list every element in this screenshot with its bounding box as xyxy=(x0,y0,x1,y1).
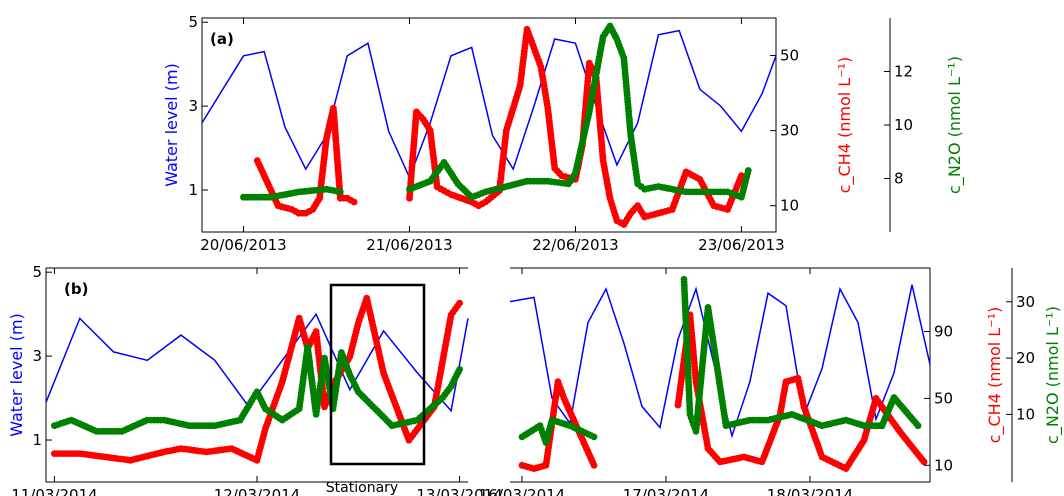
n2o-point xyxy=(456,366,463,373)
panel-b-series xyxy=(45,275,931,472)
x-tick-label: 17/03/2014 xyxy=(623,486,709,496)
y-tick-label: 10 xyxy=(780,197,799,215)
n2o-point xyxy=(914,422,922,430)
x-tick-label: 22/06/2013 xyxy=(532,236,618,254)
ch4-point xyxy=(350,198,358,206)
x-tick-label: 20/06/2013 xyxy=(200,236,286,254)
n2o-point xyxy=(744,167,752,174)
y-tick-label: 3 xyxy=(188,97,198,115)
panel-a-ylabel-n2o: c_N2O (nmol L⁻¹) xyxy=(945,56,965,194)
y-tick-label: 5 xyxy=(32,263,42,281)
y-tick-label: 50 xyxy=(780,47,799,65)
panel-a-label: (a) xyxy=(210,30,234,48)
panel-a-plot-frame xyxy=(201,17,777,233)
y-tick-label: 10 xyxy=(934,456,953,474)
panel-a-ylabel-ch4: c_CH4 (nmol L⁻¹) xyxy=(835,57,855,194)
y-tick-label: 30 xyxy=(1016,293,1035,311)
ch4-point xyxy=(920,458,928,466)
panel-b-x-ticks: 11/03/2014 12/03/2014 13/03/201416/03/2014… xyxy=(11,268,853,496)
ch4-points xyxy=(253,25,745,228)
y-tick-label: 1 xyxy=(32,431,42,449)
panel-b-label: (b) xyxy=(64,280,88,298)
panel-b-y-ticks-left: 1 3 5 xyxy=(32,263,52,449)
n2o-points xyxy=(51,275,922,446)
y-tick-label: 12 xyxy=(894,63,913,81)
y-tick-label: 10 xyxy=(894,116,913,134)
x-tick-label: 13/03/2014 xyxy=(416,486,502,496)
panel-b-ylabel-water: Water level (m) xyxy=(7,313,26,437)
x-tick-label: 18/03/2014 xyxy=(767,486,853,496)
y-tick-label: 10 xyxy=(1016,405,1035,423)
y-tick-label: 20 xyxy=(1016,349,1035,367)
panel-a-ylabel-water: Water level (m) xyxy=(162,63,181,187)
y-tick-label: 50 xyxy=(934,389,953,407)
x-tick-label: 16/03/2014 xyxy=(479,486,565,496)
panel-b-y-ticks-n2o: 10 20 30 xyxy=(1006,293,1035,423)
ch4-points xyxy=(51,294,928,472)
panel-a-y-ticks-n2o: 8 10 12 xyxy=(884,63,913,188)
y-tick-label: 30 xyxy=(780,122,799,140)
n2o-points xyxy=(240,22,752,201)
n2o-point xyxy=(336,188,344,196)
stationary-annotation: Stationary xyxy=(326,480,398,496)
panel-a-x-ticks: 20/06/2013 21/06/2013 22/06/2013 23/06/2013 xyxy=(200,18,785,254)
x-tick-label: 11/03/2014 xyxy=(11,486,97,496)
ch4-point xyxy=(738,172,745,180)
x-tick-label: 21/06/2013 xyxy=(366,236,452,254)
panel-a-y-ticks-ch4: 10 30 50 xyxy=(770,47,799,215)
x-tick-label: 23/06/2013 xyxy=(698,236,784,254)
y-tick-label: 5 xyxy=(188,13,198,31)
water-level-line xyxy=(201,29,777,180)
panel-b: Stationary (b) 11/03/2014 12/03/2014 13/03… xyxy=(7,263,1063,496)
panel-a-series xyxy=(201,22,777,228)
y-tick-label: 1 xyxy=(188,181,198,199)
stationary-box xyxy=(329,283,426,466)
panel-a: (a) 20/06/2013 21/06/2013 22/06/2013 23/06/… xyxy=(162,13,965,254)
y-tick-label: 3 xyxy=(32,347,42,365)
panel-b-ylabel-ch4: c_CH4 (nmol L⁻¹) xyxy=(985,307,1005,444)
panel-b-y-ticks-ch4: 10 50 90 xyxy=(924,323,953,474)
panel-b-ylabel-n2o: c_N2O (nmol L⁻¹) xyxy=(1043,306,1063,444)
panel-a-y-ticks-left: 1 3 5 xyxy=(188,13,208,199)
y-tick-label: 90 xyxy=(934,323,953,341)
ch4-point xyxy=(456,299,463,307)
ch4-point xyxy=(590,461,598,469)
y-tick-label: 8 xyxy=(894,170,904,188)
x-tick-label: 12/03/2014 xyxy=(214,486,300,496)
n2o-point xyxy=(590,433,598,441)
